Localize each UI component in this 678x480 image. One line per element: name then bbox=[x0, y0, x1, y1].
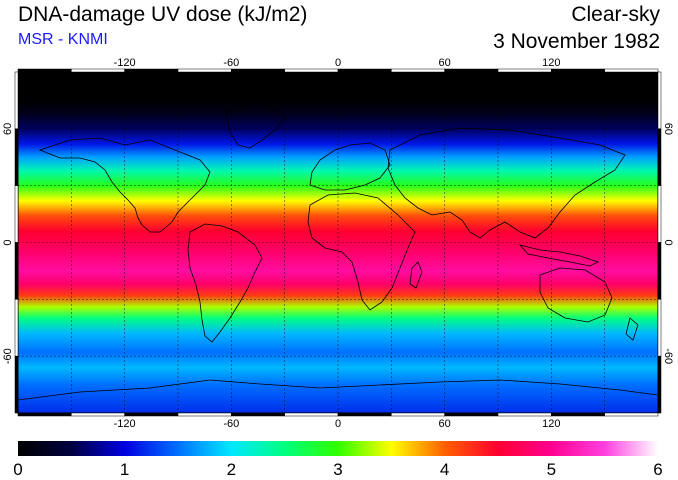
map-title: DNA-damage UV dose (kJ/m2) bbox=[18, 3, 308, 26]
frame-bar bbox=[177, 68, 232, 73]
lat-tick-label: 60 bbox=[2, 123, 14, 135]
sky-condition-label: Clear-sky bbox=[571, 3, 660, 26]
map-area: -120 -120 -60 -60 0 0 60 60 120 120 60 60 0 0 -60 -60 bbox=[2, 57, 674, 430]
coast-south-america bbox=[187, 223, 263, 343]
colorbar-ramp bbox=[18, 441, 658, 456]
lon-tick-label: -60 bbox=[223, 418, 239, 430]
coast-north-america bbox=[38, 137, 211, 233]
frame-bar bbox=[337, 68, 392, 73]
frame-bar bbox=[177, 412, 232, 417]
frame-bar bbox=[391, 412, 445, 417]
coast-africa bbox=[307, 192, 416, 311]
coast-australia bbox=[539, 267, 613, 323]
lon-tick-label: 120 bbox=[542, 418, 560, 430]
colorbar-tick-label: 2 bbox=[227, 460, 236, 479]
frame-bar bbox=[444, 68, 499, 73]
lon-tick-label: 60 bbox=[439, 57, 451, 69]
frame-bar bbox=[17, 68, 72, 73]
coast-greenland bbox=[224, 104, 286, 149]
frame-bar bbox=[14, 128, 19, 186]
lon-tick-label: 120 bbox=[542, 57, 560, 69]
coast-europe bbox=[309, 142, 391, 191]
frame-bar bbox=[657, 355, 662, 414]
lat-tick-label: -60 bbox=[662, 348, 674, 364]
frame-bar bbox=[497, 68, 552, 73]
date-label: 3 November 1982 bbox=[493, 30, 660, 53]
colorbar-tick-label: 4 bbox=[440, 460, 449, 479]
frame-bar bbox=[551, 412, 605, 417]
frame-bar bbox=[444, 412, 499, 417]
frame-bar bbox=[71, 412, 125, 417]
frame-ticks bbox=[14, 68, 662, 417]
colorbar-tick-label: 5 bbox=[547, 460, 556, 479]
coast-antarctica bbox=[18, 379, 658, 401]
data-source-label: MSR - KNMI bbox=[18, 31, 108, 48]
coast-madagascar bbox=[409, 261, 423, 289]
frame-bar bbox=[657, 242, 662, 300]
frame-bar bbox=[284, 412, 339, 417]
frame-bar bbox=[657, 128, 662, 186]
frame-bar bbox=[14, 355, 19, 414]
coast-indonesia bbox=[518, 244, 600, 267]
lon-tick-label: 0 bbox=[335, 57, 341, 69]
frame-bar bbox=[14, 185, 19, 243]
colorbar-tick-label: 0 bbox=[13, 460, 22, 479]
frame-bar bbox=[71, 68, 125, 73]
frame-bar bbox=[284, 68, 339, 73]
frame-bar bbox=[124, 412, 179, 417]
lon-tick-label: -60 bbox=[223, 57, 239, 69]
lon-tick-label: 0 bbox=[335, 418, 341, 430]
lat-tick-label: 60 bbox=[662, 123, 674, 135]
frame-bar bbox=[231, 412, 285, 417]
frame-bar bbox=[551, 68, 605, 73]
lat-tick-label: 0 bbox=[2, 239, 14, 245]
frame-bar bbox=[657, 185, 662, 243]
frame-bar bbox=[231, 68, 285, 73]
frame-bar bbox=[604, 68, 659, 73]
frame-bar bbox=[17, 412, 72, 417]
coast-new-zealand bbox=[625, 317, 639, 341]
colorbar-tick-label: 6 bbox=[653, 460, 662, 479]
colorbar: 0 1 2 3 4 5 6 bbox=[13, 441, 663, 479]
colorbar-tick-label: 1 bbox=[120, 460, 129, 479]
graticule bbox=[18, 72, 658, 413]
frame-bar bbox=[124, 68, 179, 73]
lat-tick-label: 0 bbox=[662, 239, 674, 245]
frame-bar bbox=[14, 299, 19, 357]
frame-bar bbox=[604, 412, 659, 417]
frame-bar bbox=[391, 68, 445, 73]
colorbar-tick-label: 3 bbox=[333, 460, 342, 479]
frame-bar bbox=[14, 242, 19, 300]
frame-bar bbox=[657, 299, 662, 357]
lon-tick-label: 60 bbox=[439, 418, 451, 430]
lon-tick-label: -120 bbox=[114, 418, 136, 430]
lon-tick-label: -120 bbox=[114, 57, 136, 69]
coast-asia bbox=[387, 127, 626, 239]
frame-bar bbox=[14, 71, 19, 130]
colorbar-labels: 0 1 2 3 4 5 6 bbox=[13, 460, 662, 479]
axis-labels: -120 -120 -60 -60 0 0 60 60 120 120 60 60 0 0 -60 -60 bbox=[2, 57, 674, 430]
lat-tick-label: -60 bbox=[2, 348, 14, 364]
frame-bar bbox=[497, 412, 552, 417]
frame-bar bbox=[657, 71, 662, 130]
frame-bar bbox=[337, 412, 392, 417]
